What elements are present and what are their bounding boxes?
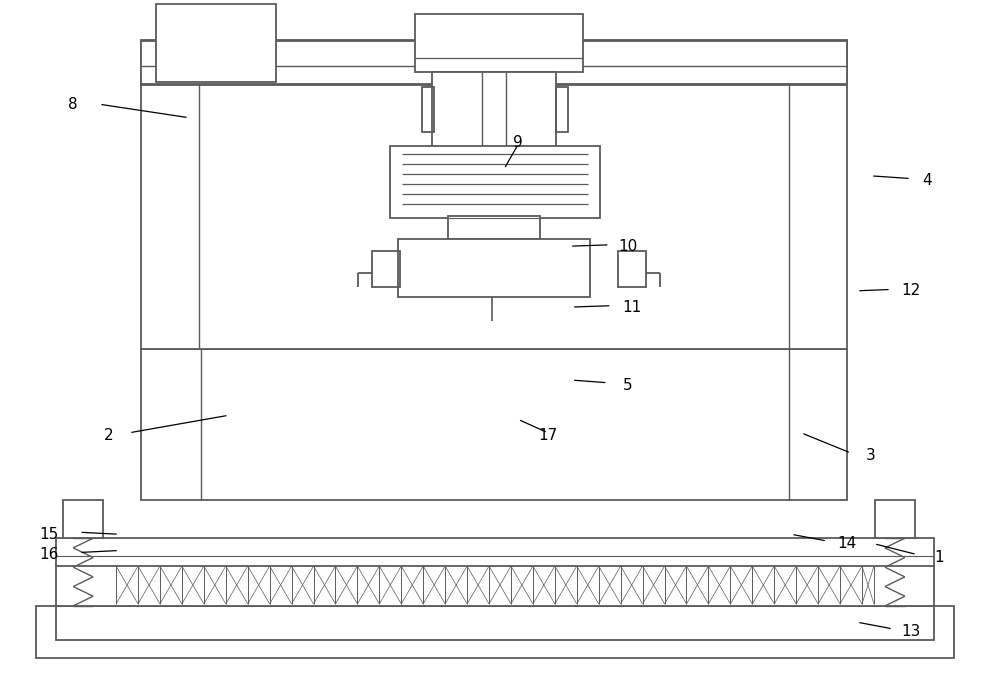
Bar	[141, 40, 847, 349]
Text: 14: 14	[837, 536, 857, 551]
Bar	[432, 72, 556, 150]
Text: 12: 12	[901, 283, 920, 298]
Text: 8: 8	[68, 96, 78, 111]
Bar	[422, 87, 434, 132]
Text: 2: 2	[104, 428, 114, 443]
Bar	[875, 500, 915, 538]
Bar	[372, 251, 400, 287]
Bar	[36, 606, 954, 658]
Text: 15: 15	[40, 527, 59, 542]
Text: 3: 3	[866, 448, 876, 463]
Bar	[415, 14, 583, 72]
Bar	[141, 349, 847, 500]
Bar	[56, 606, 934, 640]
Bar	[156, 4, 276, 82]
Text: 5: 5	[623, 378, 632, 393]
Text: 16: 16	[40, 547, 59, 562]
Text: 1: 1	[934, 550, 944, 565]
Bar	[398, 240, 590, 297]
Bar	[141, 41, 847, 85]
Text: 11: 11	[622, 299, 641, 314]
Bar	[56, 564, 934, 606]
Text: 17: 17	[538, 428, 557, 443]
Bar	[556, 87, 568, 132]
Text: 13: 13	[901, 624, 921, 639]
Bar	[56, 538, 934, 566]
Text: 4: 4	[922, 173, 932, 188]
Bar	[618, 251, 646, 287]
Text: 10: 10	[618, 239, 637, 254]
Bar	[448, 215, 540, 240]
Bar	[63, 500, 103, 538]
Text: 9: 9	[513, 134, 523, 149]
Bar	[390, 146, 600, 217]
